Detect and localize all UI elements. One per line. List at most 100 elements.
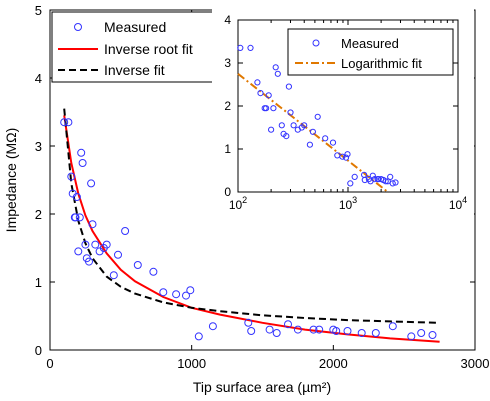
inset-data-point — [322, 135, 329, 142]
inset-legend-measured-marker — [312, 39, 320, 47]
inset-data-point — [263, 105, 270, 112]
main-data-point — [67, 172, 76, 181]
main-data-point — [186, 286, 195, 295]
inset-y-tick-label: 0 — [224, 185, 231, 199]
inset-data-point — [283, 133, 290, 140]
main-data-point — [371, 329, 380, 337]
main-data-point — [81, 240, 90, 249]
main-data-point — [208, 322, 217, 331]
main-data-point — [265, 325, 274, 334]
inset-data-point — [254, 79, 261, 86]
main-data-point — [88, 220, 97, 229]
main-x-tick-label: 0 — [46, 356, 53, 371]
main-data-point — [87, 179, 96, 188]
main-data-point — [71, 213, 80, 222]
inset-data-point — [247, 44, 254, 52]
inset-data-point — [342, 154, 350, 161]
main-data-point — [388, 322, 397, 331]
inset-y-tick-label: 2 — [224, 99, 231, 113]
main-data-point — [182, 291, 190, 300]
inset-data-point — [257, 90, 264, 97]
main-series-line-inverse-root-fit — [63, 115, 440, 343]
inset-data-point — [287, 109, 294, 116]
main-data-point — [194, 332, 203, 341]
legend-measured-label: Measured — [104, 19, 166, 35]
inset-data-point — [371, 176, 378, 183]
main-data-point — [272, 329, 281, 337]
main-y-tick-label: 4 — [35, 71, 42, 86]
main-data-point — [121, 227, 130, 235]
inset-data-point — [361, 176, 368, 184]
main-y-tick-label: 2 — [35, 207, 42, 222]
legend-measured-marker — [74, 23, 82, 31]
inset-legend-logarithmic-fit-label: Logarithmic fit — [341, 56, 422, 71]
main-legend: Measured Inverse root fit Inverse fit — [51, 11, 217, 83]
inset-data-point — [344, 151, 351, 158]
main-data-point — [75, 213, 84, 222]
main-data-point — [293, 325, 302, 334]
inset-data-point — [301, 122, 308, 129]
main-y-axis-label: Impedance (MΩ) — [3, 128, 19, 233]
main-data-point — [417, 329, 426, 337]
main-data-point — [244, 318, 253, 327]
main-data-point — [78, 159, 87, 167]
inset-data-point — [347, 180, 354, 187]
inset-data-point — [329, 139, 337, 146]
main-data-point — [159, 288, 168, 297]
inset-series — [237, 44, 399, 193]
inset-data-point — [389, 180, 396, 187]
main-data-point — [332, 327, 341, 335]
main-y-tick-label: 3 — [35, 139, 42, 154]
inset-data-point — [268, 126, 275, 133]
legend-inverse-fit-label: Inverse fit — [104, 62, 165, 78]
inset-ticks: 102 103 104 0 1 2 3 4 — [224, 13, 467, 212]
inset-x-tick-label: 102 — [229, 195, 247, 212]
main-data-point — [109, 271, 118, 280]
inset-data-point — [314, 113, 321, 120]
main-data-point — [77, 148, 86, 157]
main-chart: 0 1000 2000 3000 0 1 2 3 4 5 Tip surface area (µm… — [3, 3, 489, 395]
main-x-tick-label: 3000 — [461, 356, 490, 371]
inset-legend-box — [287, 28, 454, 76]
main-data-point — [428, 331, 437, 339]
main-data-point — [72, 193, 81, 201]
legend-inverse-root-fit-label: Inverse root fit — [104, 41, 193, 57]
main-x-tick-label: 2000 — [319, 356, 348, 371]
inset-data-point — [272, 64, 279, 71]
inset-data-point — [290, 122, 297, 129]
main-data-point — [315, 325, 324, 334]
inset-data-point — [351, 173, 358, 180]
inset-chart: 102 103 104 0 1 2 3 4 Measured Logarithmic fit — [212, 8, 474, 232]
inset-data-point — [278, 122, 285, 129]
main-data-point — [133, 261, 142, 269]
inset-data-point — [270, 105, 277, 112]
main-data-point — [102, 240, 111, 249]
main-data-point — [309, 325, 318, 334]
inset-x-tick-label: 103 — [339, 195, 357, 212]
inset-data-point — [369, 172, 376, 179]
inset-legend-measured-label: Measured — [341, 36, 399, 51]
inset-data-point — [382, 178, 389, 185]
main-data-point — [284, 320, 292, 329]
main-data-point — [114, 250, 122, 259]
main-ticks: 0 1000 2000 3000 0 1 2 3 4 5 — [35, 3, 490, 371]
inset-y-tick-label: 4 — [224, 13, 231, 27]
main-y-tick-label: 5 — [35, 3, 42, 18]
main-series — [60, 108, 440, 343]
inset-data-point — [387, 173, 394, 180]
main-x-axis-label: Tip surface area (µm²) — [193, 379, 331, 395]
main-data-point — [247, 327, 256, 335]
main-y-tick-label: 1 — [35, 275, 42, 290]
main-data-point — [64, 118, 73, 127]
main-data-point — [91, 240, 100, 249]
inset-data-point — [274, 70, 281, 77]
main-series-line-inverse-fit — [63, 108, 440, 324]
main-data-point — [149, 267, 158, 276]
main-data-point — [343, 327, 352, 335]
inset-data-point — [285, 83, 292, 90]
main-data-point — [60, 118, 69, 127]
main-data-point — [407, 332, 416, 341]
inset-legend: Measured Logarithmic fit — [287, 28, 454, 76]
main-x-tick-label: 1000 — [177, 356, 206, 371]
